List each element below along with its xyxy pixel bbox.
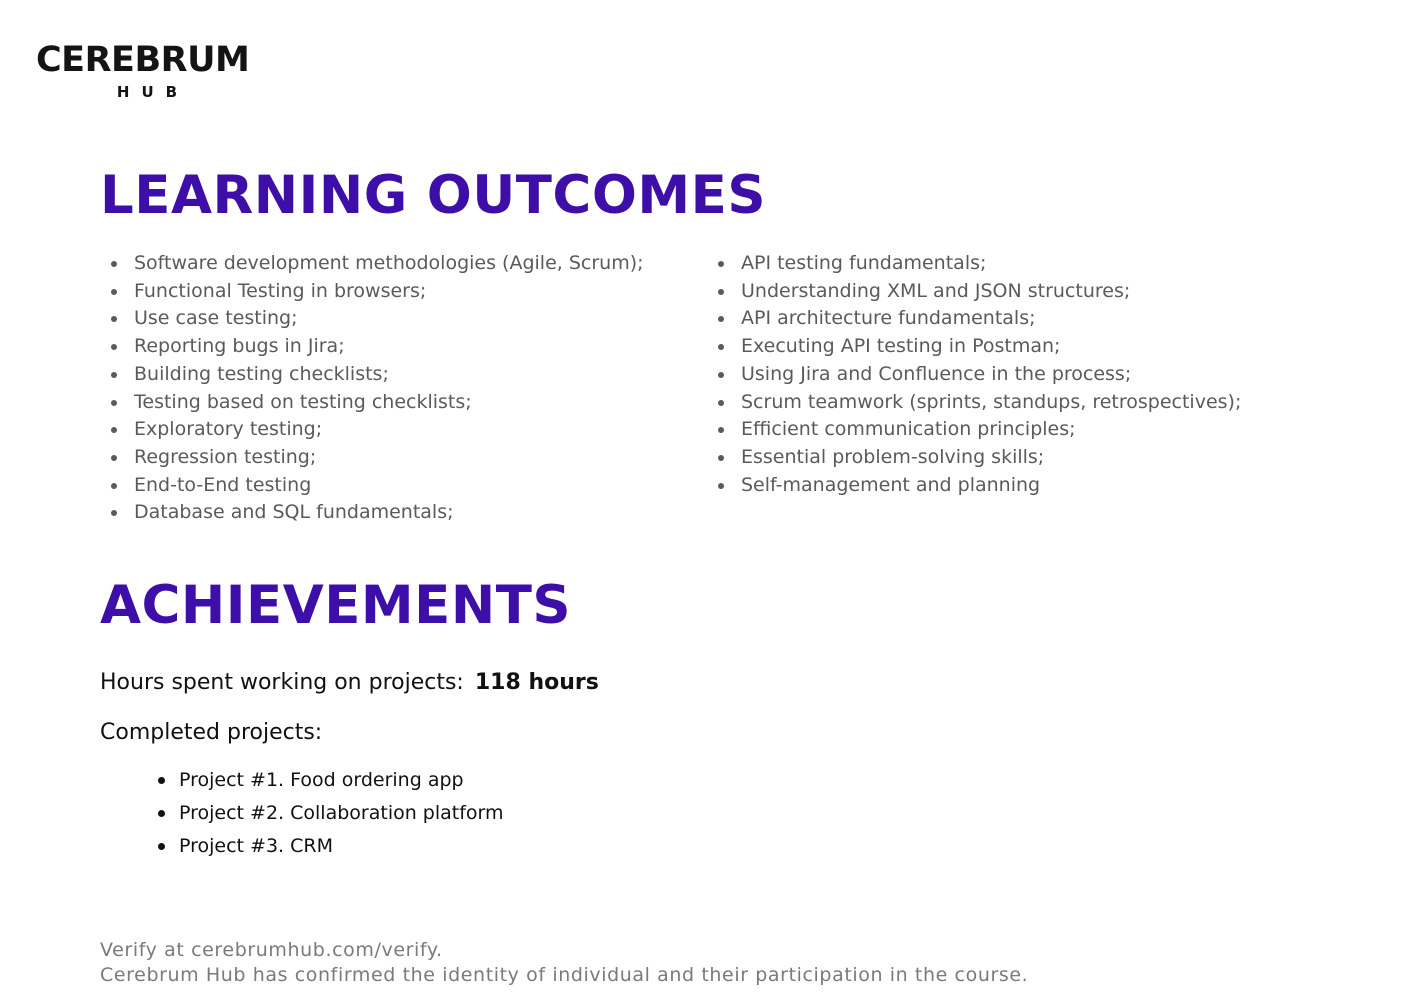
completed-projects-list: Project #1. Food ordering app Project #2… [150, 764, 504, 863]
outcome-item: Regression testing; [100, 444, 644, 472]
outcome-item: Testing based on testing checklists; [100, 389, 644, 417]
learning-outcomes-title: LEARNING OUTCOMES [100, 165, 767, 226]
logo-wordmark: CEREBRUM [36, 40, 250, 80]
outcome-item: Executing API testing in Postman; [707, 333, 1241, 361]
outcome-item: API testing fundamentals; [707, 250, 1241, 278]
project-item: Project #3. CRM [150, 830, 504, 863]
outcome-item: Use case testing; [100, 305, 644, 333]
outcome-item: API architecture fundamentals; [707, 305, 1241, 333]
verification-footer: Verify at cerebrumhub.com/verify. Cerebr… [100, 938, 1028, 988]
outcome-item: Exploratory testing; [100, 416, 644, 444]
outcome-item: Functional Testing in browsers; [100, 278, 644, 306]
project-hours-line: Hours spent working on projects: 118 hou… [100, 668, 599, 698]
cerebrum-hub-logo: CEREBRUM HUB [36, 38, 258, 101]
project-item: Project #2. Collaboration platform [150, 797, 504, 830]
outcome-item: Essential problem-solving skills; [707, 444, 1241, 472]
outcome-item: End-to-End testing [100, 472, 644, 500]
verification-statement: Cerebrum Hub has confirmed the identity … [100, 964, 1029, 986]
outcome-item: Reporting bugs in Jira; [100, 333, 644, 361]
project-item: Project #1. Food ordering app [150, 764, 504, 797]
outcome-item: Building testing checklists; [100, 361, 644, 389]
outcome-item: Software development methodologies (Agil… [100, 250, 644, 278]
learning-outcomes-list-right: API testing fundamentals; Understanding … [707, 250, 1241, 499]
outcome-item: Using Jira and Confluence in the process… [707, 361, 1241, 389]
verify-url-text: Verify at cerebrumhub.com/verify. [100, 939, 443, 961]
hours-label: Hours spent working on projects: [100, 670, 464, 695]
outcome-item: Database and SQL fundamentals; [100, 499, 644, 527]
outcome-item: Efficient communication principles; [707, 416, 1241, 444]
completed-projects-label: Completed projects: [100, 720, 323, 745]
learning-outcomes-list-left: Software development methodologies (Agil… [100, 250, 644, 527]
achievements-title: ACHIEVEMENTS [100, 575, 572, 636]
outcome-item: Scrum teamwork (sprints, standups, retro… [707, 389, 1241, 417]
outcome-item: Self-management and planning [707, 472, 1241, 500]
hours-value: 118 hours [474, 670, 599, 695]
logo-subtitle: HUB [116, 83, 190, 101]
outcome-item: Understanding XML and JSON structures; [707, 278, 1241, 306]
